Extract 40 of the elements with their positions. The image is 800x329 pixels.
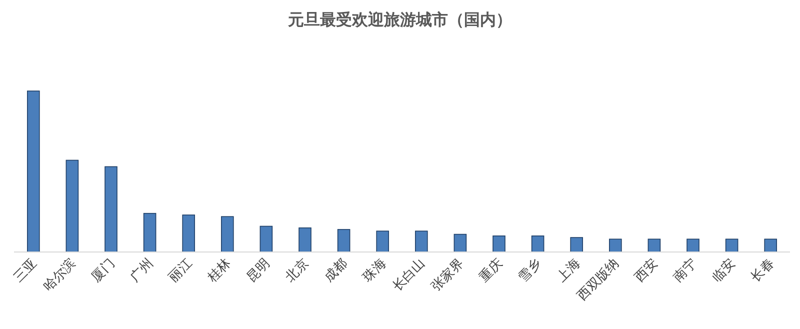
x-tick-label: 哈尔滨 bbox=[40, 256, 80, 294]
bar bbox=[27, 90, 40, 252]
bar bbox=[570, 237, 583, 252]
bar bbox=[531, 236, 544, 252]
bar bbox=[260, 226, 273, 252]
x-tick-label: 西安 bbox=[631, 256, 662, 286]
x-tick-label: 长春 bbox=[748, 256, 778, 286]
x-tick-label: 丽江 bbox=[166, 256, 196, 286]
bar bbox=[415, 230, 428, 252]
x-tick-label: 三亚 bbox=[11, 256, 40, 286]
x-tick-label: 广州 bbox=[128, 256, 157, 286]
x-tick-label: 上海 bbox=[554, 256, 584, 286]
x-tick-label: 北京 bbox=[282, 256, 312, 286]
bar bbox=[143, 212, 156, 252]
x-tick-label: 雪乡 bbox=[516, 256, 545, 286]
bar bbox=[725, 238, 738, 252]
bar bbox=[609, 238, 622, 252]
bar bbox=[454, 234, 467, 252]
x-tick-label: 张家界 bbox=[428, 256, 468, 294]
bar bbox=[337, 229, 350, 252]
x-tick-label: 临安 bbox=[708, 256, 739, 286]
bar bbox=[221, 216, 234, 252]
bar bbox=[764, 238, 777, 252]
x-tick-label: 南宁 bbox=[670, 256, 700, 286]
bar bbox=[104, 166, 118, 252]
x-tick-label: 厦门 bbox=[88, 256, 118, 286]
chart-title: 元旦最受欢迎旅游城市（国内） bbox=[287, 10, 512, 29]
x-tick-label: 长白山 bbox=[390, 256, 428, 294]
bar bbox=[686, 238, 700, 252]
x-tick-label: 昆明 bbox=[244, 256, 274, 286]
bar bbox=[182, 214, 195, 252]
bar bbox=[66, 160, 79, 252]
bar bbox=[298, 227, 312, 252]
bar bbox=[376, 230, 389, 252]
x-tick-label: 桂林 bbox=[204, 256, 234, 286]
x-tick-label: 重庆 bbox=[476, 256, 506, 286]
bar bbox=[492, 236, 506, 252]
bar bbox=[648, 238, 661, 252]
x-tick-label: 珠海 bbox=[360, 256, 390, 286]
x-tick-label: 成都 bbox=[322, 256, 351, 286]
